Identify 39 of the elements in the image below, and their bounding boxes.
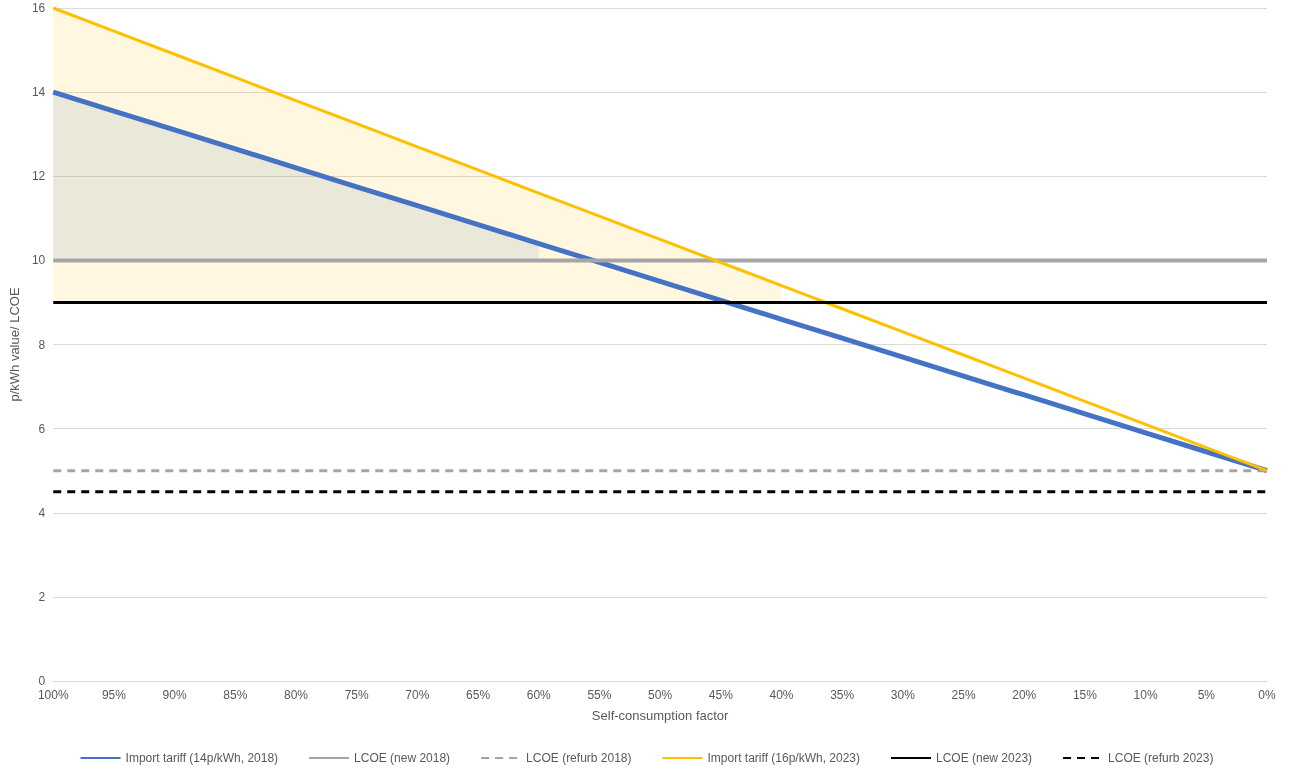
x-tick-label: 60% (526, 688, 552, 702)
x-tick-label: 30% (890, 688, 916, 702)
x-tick-label: 50% (648, 688, 673, 702)
x-tick-label: 80% (283, 688, 309, 702)
y-tick-label: 0 (38, 674, 46, 688)
x-tick-label: 65% (466, 688, 491, 702)
legend-label: LCOE (refurb 2023) (1108, 751, 1214, 765)
x-tick-label: 35% (830, 688, 855, 702)
y-axis-title: p/kWh value/ LCOE (7, 287, 22, 402)
x-tick-label: 90% (162, 688, 187, 702)
x-tick-label: 85% (223, 688, 248, 702)
x-tick-label: 25% (951, 688, 976, 702)
x-axis-title: Self-consumption factor (591, 708, 730, 723)
line-series (51, 6, 1269, 473)
y-tick-label: 2 (38, 589, 46, 604)
x-tick-label: 100% (37, 688, 69, 702)
y-tick-label: 14 (31, 85, 46, 100)
legend-label: LCOE (refurb 2018) (526, 751, 632, 765)
x-tick-label: 0% (1258, 688, 1276, 702)
x-tick-label: 40% (769, 688, 794, 702)
y-tick-label: 10 (31, 253, 46, 268)
x-tick-label: 95% (101, 688, 127, 702)
x-tick-label: 15% (1072, 688, 1098, 702)
x-tick-label: 45% (708, 688, 734, 702)
y-tick-label: 6 (38, 421, 46, 436)
x-tick-label: 75% (344, 688, 370, 702)
legend-label: LCOE (new 2018) (354, 751, 451, 765)
legend-label: Import tariff (16p/kWh, 2023) (707, 751, 861, 765)
y-tick-label: 16 (31, 1, 46, 15)
x-tick-label: 70% (405, 688, 430, 702)
x-tick-label: 5% (1197, 688, 1216, 702)
legend-label: LCOE (new 2023) (936, 751, 1033, 765)
x-tick-label: 55% (587, 688, 612, 702)
y-tick-label: 12 (31, 169, 46, 184)
y-tick-label: 8 (38, 337, 46, 352)
legend-label: Import tariff (14p/kWh, 2018) (125, 751, 279, 765)
x-tick-label: 20% (1012, 688, 1037, 702)
y-tick-label: 4 (38, 505, 46, 520)
x-tick-label: 10% (1133, 688, 1158, 702)
